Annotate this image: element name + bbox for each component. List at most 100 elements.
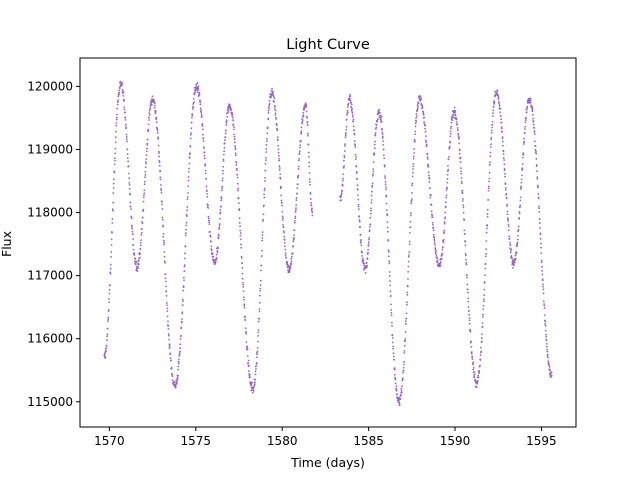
flux-point — [482, 304, 485, 307]
flux-point — [309, 198, 312, 200]
flux-point — [536, 178, 539, 180]
flux-point — [513, 261, 516, 264]
flux-point — [406, 285, 409, 288]
flux-point — [461, 192, 464, 195]
flux-point — [105, 339, 108, 341]
flux-point — [264, 156, 267, 159]
flux-point — [545, 333, 547, 336]
flux-point — [125, 138, 128, 141]
flux-point — [231, 111, 233, 114]
flux-point — [479, 346, 482, 349]
flux-point — [283, 241, 286, 244]
flux-point — [204, 172, 207, 175]
flux-point — [235, 161, 238, 164]
flux-point — [117, 99, 120, 102]
flux-point — [162, 232, 165, 235]
flux-point — [418, 96, 421, 99]
flux-point — [140, 231, 143, 234]
flux-point — [298, 157, 301, 160]
flux-point — [168, 343, 171, 345]
flux-point — [208, 219, 210, 222]
flux-point — [105, 347, 108, 349]
flux-point — [436, 257, 439, 260]
flux-point — [371, 184, 374, 187]
flux-point — [463, 219, 466, 221]
flux-point — [166, 307, 169, 310]
flux-point — [275, 118, 278, 120]
flux-point — [148, 112, 151, 115]
flux-point — [189, 137, 192, 140]
flux-point — [550, 371, 553, 374]
flux-point — [472, 368, 475, 371]
flux-point — [282, 230, 285, 233]
flux-point — [390, 314, 393, 317]
flux-point — [188, 167, 190, 170]
flux-point — [201, 128, 204, 131]
flux-point — [388, 271, 391, 273]
flux-point — [521, 169, 524, 171]
flux-point — [148, 119, 151, 121]
x-tick-label: 1590 — [440, 434, 471, 448]
flux-point — [534, 140, 536, 143]
flux-point — [176, 378, 179, 381]
flux-point — [183, 279, 185, 282]
flux-point — [511, 259, 514, 261]
flux-point — [414, 133, 416, 136]
flux-point — [301, 118, 304, 121]
flux-point — [411, 182, 414, 185]
flux-point — [515, 252, 518, 255]
flux-point — [408, 254, 410, 256]
flux-point — [261, 239, 264, 242]
flux-point — [407, 278, 409, 280]
flux-point — [383, 164, 386, 167]
flux-point — [364, 271, 367, 274]
flux-point — [209, 236, 212, 238]
flux-point — [467, 291, 469, 294]
flux-point — [117, 95, 120, 98]
flux-point — [293, 229, 296, 232]
flux-point — [211, 252, 214, 255]
flux-point — [224, 129, 227, 132]
flux-point — [239, 234, 242, 237]
flux-point — [433, 238, 436, 241]
flux-point — [108, 301, 111, 304]
flux-point — [402, 366, 405, 369]
flux-point — [433, 233, 435, 236]
flux-point — [293, 234, 296, 237]
flux-point — [353, 140, 356, 142]
flux-point — [470, 352, 473, 355]
flux-point — [278, 167, 281, 169]
flux-point — [206, 195, 209, 198]
flux-point — [471, 355, 474, 358]
flux-point — [161, 216, 164, 219]
flux-point — [505, 192, 508, 195]
flux-point — [307, 143, 310, 146]
flux-point — [525, 116, 527, 119]
flux-point — [242, 283, 245, 286]
flux-point — [259, 279, 262, 282]
flux-point — [163, 243, 165, 246]
flux-point — [461, 200, 464, 202]
flux-point — [243, 303, 246, 306]
flux-point — [245, 332, 248, 335]
flux-point — [156, 132, 159, 135]
flux-point — [537, 186, 539, 189]
flux-point — [497, 96, 500, 99]
flux-point — [154, 112, 157, 115]
flux-point — [498, 104, 501, 107]
flux-point — [397, 400, 400, 403]
flux-point — [409, 226, 412, 229]
flux-point — [130, 208, 132, 210]
flux-point — [247, 370, 250, 373]
flux-point — [107, 309, 110, 311]
flux-point — [161, 218, 164, 221]
flux-point — [387, 255, 390, 258]
flux-point — [547, 360, 550, 363]
flux-point — [220, 189, 223, 192]
flux-point — [536, 176, 539, 179]
flux-point — [449, 135, 452, 138]
flux-point — [533, 126, 535, 129]
flux-point — [435, 249, 437, 252]
flux-point — [522, 143, 525, 145]
flux-point — [192, 106, 195, 109]
